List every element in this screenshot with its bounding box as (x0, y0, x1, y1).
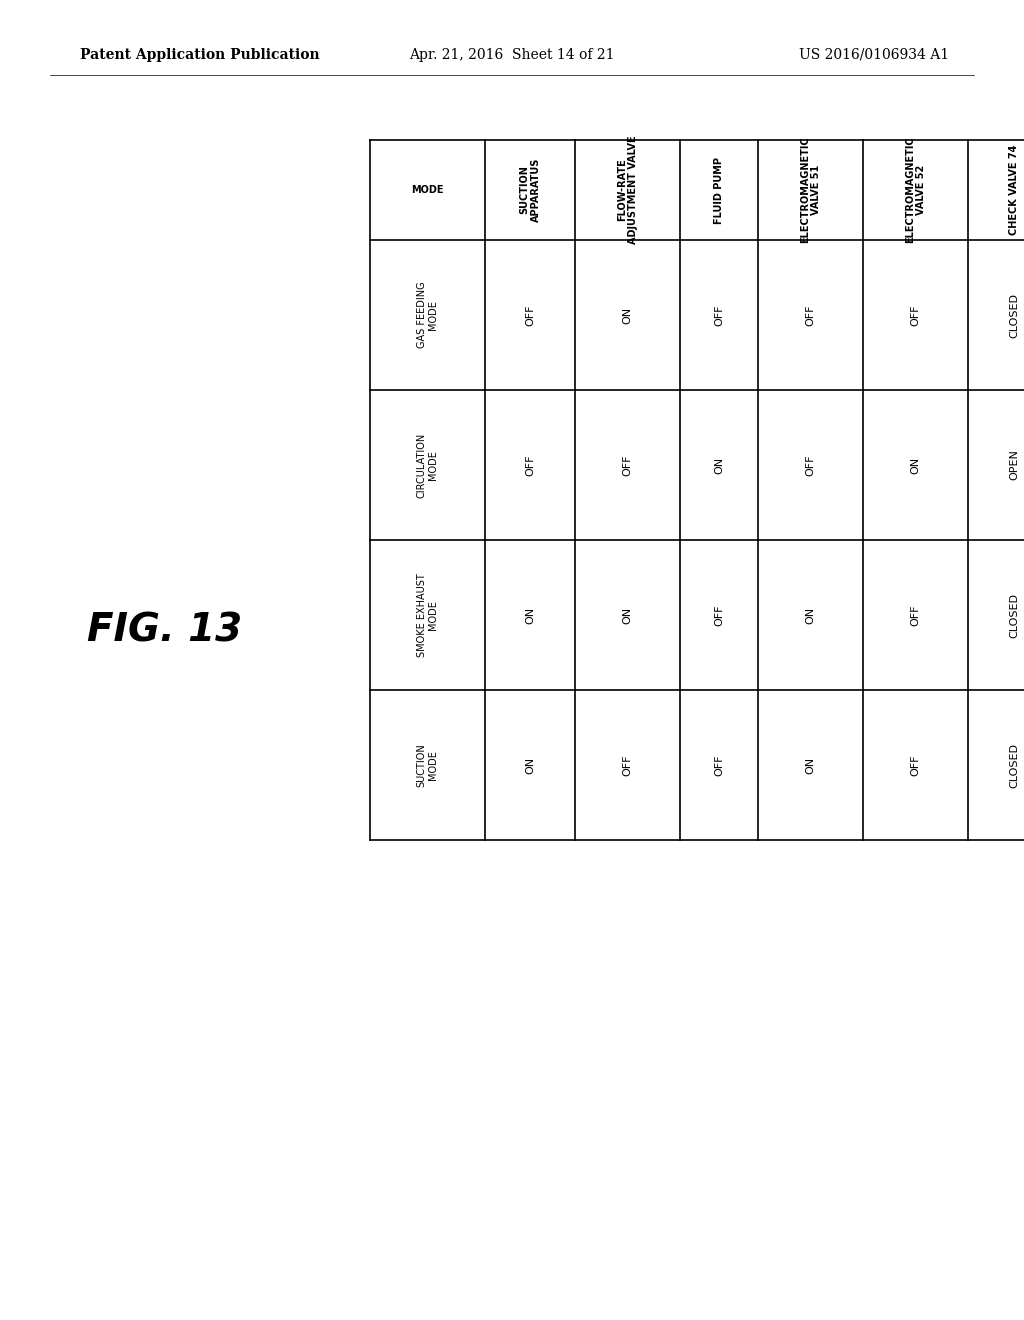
Text: ELECTROMAGNETIC
VALVE 51: ELECTROMAGNETIC VALVE 51 (800, 137, 821, 243)
Text: Patent Application Publication: Patent Application Publication (80, 48, 319, 62)
Text: SUCTION
MODE: SUCTION MODE (417, 743, 438, 787)
Text: ON: ON (525, 606, 535, 623)
Text: OFF: OFF (806, 454, 815, 475)
Text: ON: ON (714, 457, 724, 474)
Text: GAS FEEDING
MODE: GAS FEEDING MODE (417, 281, 438, 348)
Text: ON: ON (525, 756, 535, 774)
Text: FIG. 13: FIG. 13 (87, 611, 243, 649)
Text: US 2016/0106934 A1: US 2016/0106934 A1 (799, 48, 949, 62)
Text: FLOW-RATE
ADJUSTMENT VALVE: FLOW-RATE ADJUSTMENT VALVE (616, 136, 638, 244)
Text: OFF: OFF (623, 754, 633, 776)
Text: CLOSED: CLOSED (1009, 742, 1019, 788)
Text: OFF: OFF (525, 454, 535, 475)
Text: OFF: OFF (714, 605, 724, 626)
Text: ON: ON (806, 606, 815, 623)
Text: CLOSED: CLOSED (1009, 593, 1019, 638)
Text: ELECTROMAGNETIC
VALVE 52: ELECTROMAGNETIC VALVE 52 (904, 137, 927, 243)
Text: OFF: OFF (525, 304, 535, 326)
Text: OFF: OFF (714, 754, 724, 776)
Text: Apr. 21, 2016  Sheet 14 of 21: Apr. 21, 2016 Sheet 14 of 21 (410, 48, 614, 62)
Text: OFF: OFF (910, 754, 921, 776)
Text: ON: ON (910, 457, 921, 474)
Text: SMOKE EXHAUST
MODE: SMOKE EXHAUST MODE (417, 573, 438, 657)
Text: OFF: OFF (806, 304, 815, 326)
Text: OFF: OFF (910, 304, 921, 326)
Text: FLUID PUMP: FLUID PUMP (714, 157, 724, 223)
Text: OPEN: OPEN (1009, 450, 1019, 480)
Text: ON: ON (806, 756, 815, 774)
Text: MODE: MODE (412, 185, 443, 195)
Text: SUCTION
APPARATUS: SUCTION APPARATUS (519, 158, 541, 222)
Text: CIRCULATION
MODE: CIRCULATION MODE (417, 433, 438, 498)
Text: OFF: OFF (623, 454, 633, 475)
Text: ON: ON (623, 606, 633, 623)
Text: CLOSED: CLOSED (1009, 293, 1019, 338)
Text: ON: ON (623, 306, 633, 323)
Text: CHECK VALVE 74: CHECK VALVE 74 (1009, 145, 1019, 235)
Text: OFF: OFF (714, 304, 724, 326)
Text: OFF: OFF (910, 605, 921, 626)
